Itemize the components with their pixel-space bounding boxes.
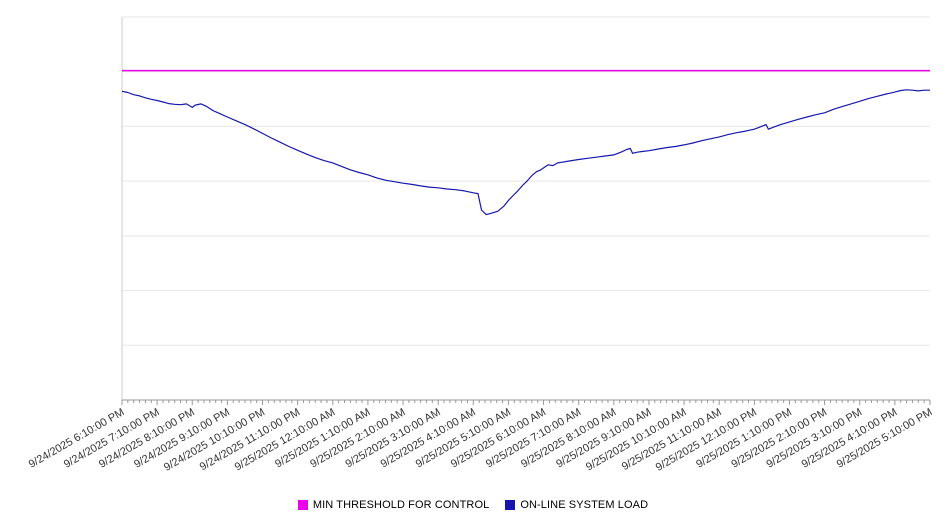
system-load-line <box>121 89 930 216</box>
load-chart: 9/24/2025 6:10:00 PM9/24/2025 7:10:00 PM… <box>27 16 935 474</box>
legend-item-min-threshold: MIN THRESHOLD FOR CONTROL <box>297 499 490 511</box>
legend-item-system-load: ON-LINE SYSTEM LOAD <box>505 499 648 511</box>
legend-swatch-system-load-icon <box>505 500 516 510</box>
legend-label-system-load: ON-LINE SYSTEM LOAD <box>520 499 649 511</box>
chart-legend: MIN THRESHOLD FOR CONTROL ON-LINE SYSTEM… <box>0 499 946 511</box>
legend-label-min-threshold: MIN THRESHOLD FOR CONTROL <box>312 499 490 511</box>
legend-swatch-min-threshold-icon <box>297 500 308 510</box>
